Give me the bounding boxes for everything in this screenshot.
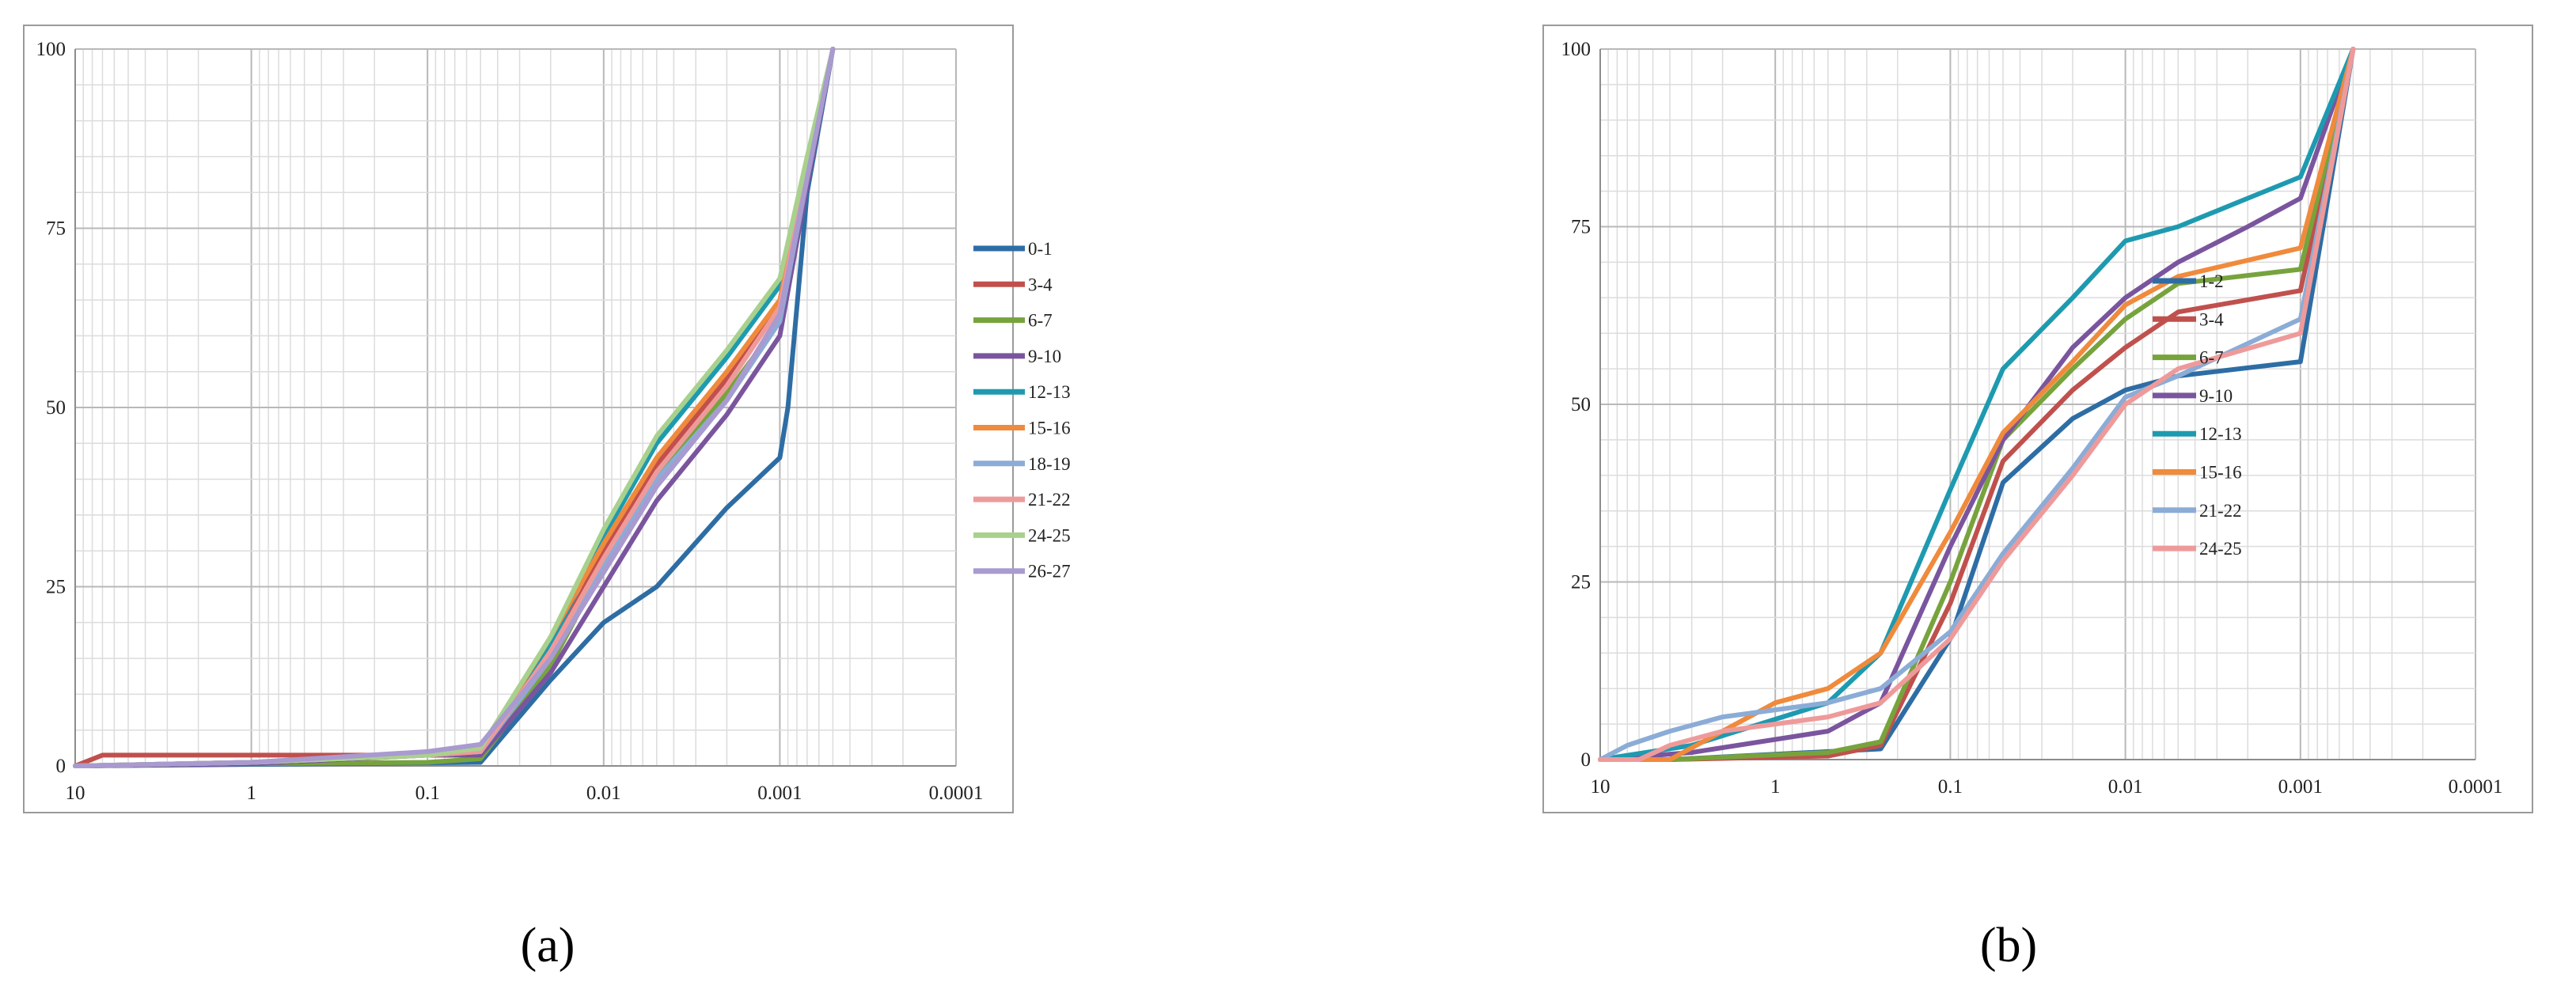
legend-label-26-27: 26-27 (1028, 562, 1071, 582)
series-line-26-27 (73, 47, 836, 768)
legend: 1-2 3-4 6-7 9-10 12-13 15-16 21-22 24-25 (2153, 271, 2242, 559)
legend-label-15-16: 15-16 (1028, 419, 1071, 438)
legend-label-3-4: 3-4 (1028, 275, 1053, 294)
x-tick-label: 10 (1591, 776, 1610, 798)
y-tick-label: 50 (46, 397, 66, 419)
x-tick-label: 1 (246, 783, 256, 804)
x-tick-label: 10 (66, 783, 85, 804)
caption-a: (a) (521, 919, 575, 972)
x-tick-label: 0.01 (586, 783, 621, 804)
grid (1599, 48, 2476, 760)
legend-label-9-10: 9-10 (1028, 347, 1061, 366)
legend-label-9-10: 9-10 (2199, 386, 2233, 406)
grid (74, 48, 957, 767)
legend-label-1-2: 1-2 (2199, 271, 2224, 291)
y-tick-label: 50 (1571, 394, 1591, 415)
legend-label-15-16: 15-16 (2199, 463, 2242, 483)
legend-label-6-7: 6-7 (2199, 348, 2224, 368)
legend-label-12-13: 12-13 (2199, 424, 2242, 444)
legend-label-21-22: 21-22 (2199, 501, 2242, 521)
chart-frame (1542, 25, 2533, 813)
y-tick-label: 25 (46, 577, 66, 598)
y-tick-label: 0 (56, 756, 66, 777)
chart-panel-b: 10 1 0.1 0.01 0.001 0.0001 0 25 50 75 100 1-2 3-4 6-7… (1542, 25, 2533, 813)
y-tick-label: 0 (1581, 749, 1592, 771)
y-tick-label: 75 (46, 218, 66, 240)
x-tick-label: 0.001 (2278, 776, 2323, 798)
y-tick-label: 100 (36, 39, 66, 60)
legend-label-6-7: 6-7 (1028, 311, 1053, 331)
series-line-0-1 (73, 47, 836, 768)
legend-label-3-4: 3-4 (2199, 309, 2224, 329)
series-line-12-13 (1598, 47, 2356, 762)
caption-b: (b) (1980, 919, 2037, 972)
y-tick-label: 25 (1571, 572, 1591, 593)
series-line-24-25 (1598, 47, 2356, 762)
chart-panel-a: 10 1 0.1 0.01 0.001 0.0001 0 25 50 75 100 0-1 3-4 6-7… (23, 25, 1071, 813)
legend: 0-1 3-4 6-7 9-10 12-13 15-16 18-19 21-22 24-25 26… (973, 239, 1071, 582)
x-tick-label: 0.01 (2108, 776, 2143, 798)
x-tick-label: 0.0001 (929, 783, 984, 804)
legend-label-21-22: 21-22 (1028, 490, 1071, 510)
legend-label-0-1: 0-1 (1028, 239, 1053, 259)
x-tick-label: 0.1 (1938, 776, 1963, 798)
legend-label-24-25: 24-25 (1028, 525, 1071, 545)
y-tick-label: 75 (1571, 217, 1591, 238)
x-tick-label: 0.0001 (2449, 776, 2503, 798)
y-tick-label: 100 (1561, 39, 1592, 60)
series-line-9-10 (1598, 47, 2356, 762)
x-tick-label: 0.1 (415, 783, 440, 804)
legend-label-24-25: 24-25 (2199, 539, 2242, 559)
legend-label-18-19: 18-19 (1028, 454, 1071, 474)
x-tick-label: 0.001 (757, 783, 802, 804)
x-tick-label: 1 (1770, 776, 1781, 798)
legend-label-12-13: 12-13 (1028, 382, 1071, 402)
series-line-21-22 (1598, 47, 2356, 762)
